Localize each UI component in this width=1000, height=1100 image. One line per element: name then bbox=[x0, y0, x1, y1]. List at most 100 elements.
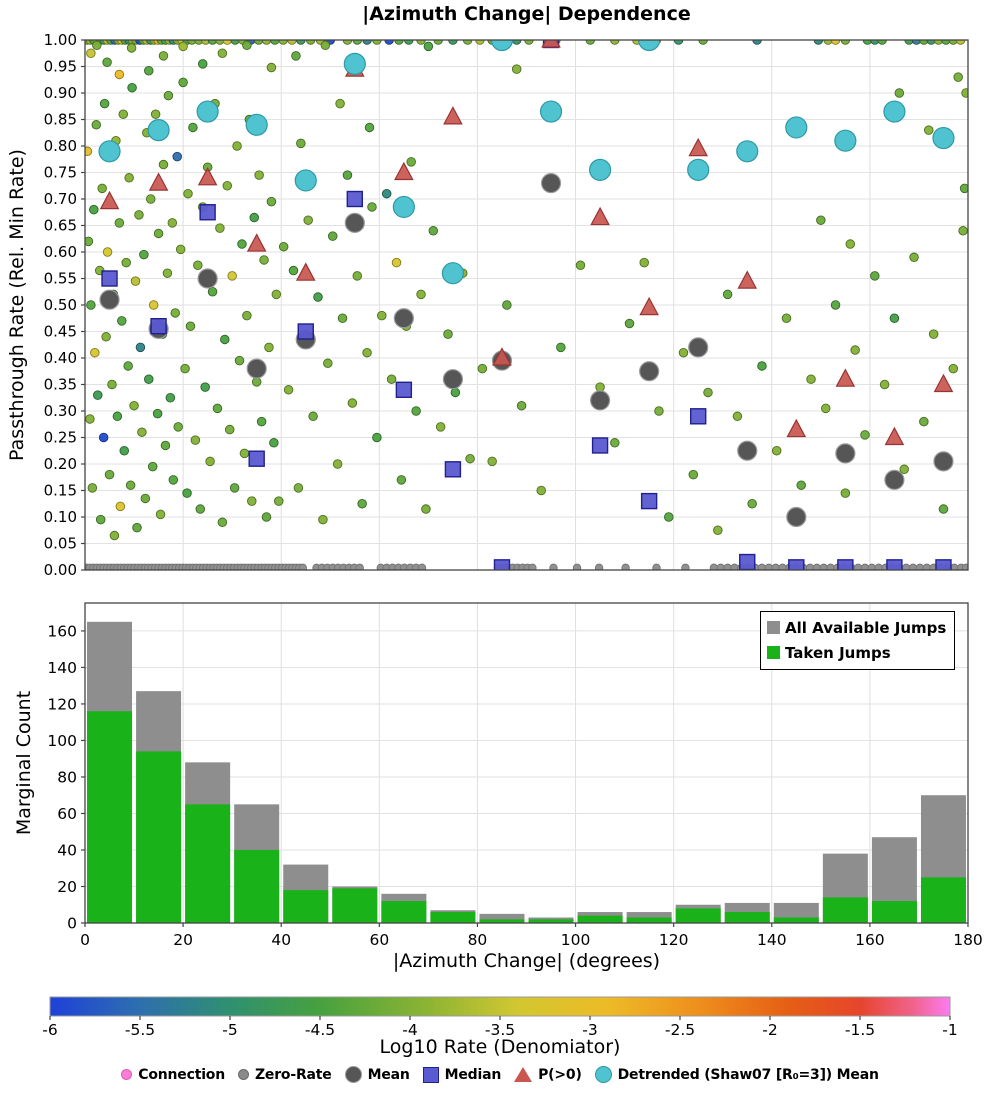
scatter-ylabel: Passthrough Rate (Rel. Min Rate) bbox=[6, 149, 28, 461]
connection-point bbox=[239, 448, 250, 459]
connection-point bbox=[145, 194, 156, 204]
hist-legend-item-taken: Taken Jumps bbox=[767, 640, 946, 665]
median-marker bbox=[591, 437, 609, 454]
median-marker bbox=[101, 270, 118, 287]
mean-marker bbox=[442, 369, 464, 390]
connection-point bbox=[575, 260, 586, 271]
y-tick-label: 0.15 bbox=[44, 482, 77, 500]
connection-point bbox=[85, 146, 93, 157]
y-tick-label: 0.80 bbox=[44, 137, 77, 155]
connection-point bbox=[820, 403, 831, 414]
connection-point bbox=[144, 65, 154, 76]
legend-label: Zero-Rate bbox=[254, 1066, 332, 1083]
connection-point bbox=[147, 461, 158, 472]
detrended-marker bbox=[441, 262, 465, 285]
connection-point bbox=[269, 438, 279, 448]
mean-marker bbox=[393, 308, 414, 329]
y-tick-label: 0.00 bbox=[44, 561, 77, 579]
median-marker bbox=[297, 323, 314, 340]
connection-point bbox=[347, 398, 358, 408]
connection-point bbox=[135, 342, 146, 353]
colorbar-tick-label: -1 bbox=[942, 1021, 957, 1039]
p-gt0-marker bbox=[541, 40, 561, 48]
connection-point bbox=[217, 48, 228, 59]
connection-point bbox=[242, 310, 252, 321]
scatter-grid bbox=[85, 40, 968, 570]
connection-point bbox=[516, 400, 527, 411]
y-tick-label: 80 bbox=[57, 768, 77, 786]
mean-marker bbox=[540, 173, 562, 194]
p-gt0-marker bbox=[99, 190, 120, 210]
connection-point bbox=[193, 260, 203, 271]
connection-point bbox=[610, 438, 620, 448]
connection-point bbox=[465, 453, 475, 464]
connection-point bbox=[411, 406, 421, 416]
p-gt0-marker bbox=[394, 161, 414, 181]
y-tick-label: 0.30 bbox=[44, 402, 77, 420]
connection-point bbox=[205, 456, 215, 467]
detrended-marker bbox=[638, 40, 661, 52]
connection-point bbox=[125, 480, 136, 490]
y-tick-label: 0.75 bbox=[44, 164, 77, 182]
connection-point bbox=[362, 347, 372, 358]
p-gt0-marker bbox=[246, 233, 267, 252]
connection-point bbox=[639, 257, 649, 268]
detrended-marker bbox=[147, 119, 170, 142]
connection-point bbox=[95, 514, 106, 525]
connection-point bbox=[123, 361, 133, 371]
connection-point bbox=[188, 122, 198, 133]
connection-point bbox=[288, 265, 299, 276]
detrended-marker bbox=[245, 113, 268, 136]
connection-point bbox=[220, 334, 230, 345]
connection-point bbox=[118, 109, 129, 119]
connection-point bbox=[197, 59, 208, 69]
connection-point bbox=[165, 393, 176, 403]
connection-point bbox=[163, 90, 174, 101]
connection-dot-icon bbox=[121, 1069, 133, 1080]
zero-rate-point bbox=[572, 563, 582, 571]
connection-point bbox=[688, 469, 699, 480]
median-marker bbox=[248, 450, 265, 467]
x-tick-label: 180 bbox=[953, 931, 983, 949]
detrended-marker bbox=[539, 100, 563, 123]
connection-point bbox=[130, 276, 141, 286]
y-tick-label: 0.90 bbox=[44, 84, 77, 102]
connection-point bbox=[102, 247, 113, 257]
connection-point bbox=[919, 416, 929, 427]
hist-legend-label: All Available Jumps bbox=[785, 618, 947, 637]
connection-point bbox=[367, 202, 377, 212]
mean-marker bbox=[933, 451, 954, 472]
bar-taken bbox=[724, 912, 770, 923]
bar-taken bbox=[773, 917, 819, 923]
connection-point bbox=[274, 496, 284, 506]
connection-point bbox=[264, 342, 274, 353]
bar-taken bbox=[675, 908, 721, 923]
connection-point bbox=[477, 363, 488, 374]
zero-rate-dot-icon bbox=[237, 1069, 249, 1080]
connection-point bbox=[654, 406, 664, 416]
y-tick-label: 0.85 bbox=[44, 111, 77, 129]
mean-marker bbox=[737, 440, 758, 461]
detrended-marker bbox=[196, 100, 219, 123]
connection-point bbox=[416, 289, 426, 300]
connection-point bbox=[249, 212, 259, 223]
connection-point bbox=[178, 77, 188, 88]
connection-point bbox=[153, 228, 164, 239]
connection-point bbox=[139, 249, 149, 260]
connection-point bbox=[86, 48, 96, 59]
connection-point bbox=[757, 361, 767, 371]
bar-taken bbox=[283, 890, 329, 923]
connection-point bbox=[961, 88, 968, 98]
y-tick-label: 0.95 bbox=[44, 58, 77, 76]
connection-point bbox=[160, 440, 171, 451]
connection-point bbox=[104, 469, 115, 480]
connection-point bbox=[278, 241, 289, 252]
connection-point bbox=[162, 268, 173, 278]
detrended-circle-icon bbox=[594, 1066, 612, 1083]
bar-taken bbox=[381, 901, 427, 923]
colorbar-tick-label: -5 bbox=[222, 1021, 237, 1039]
connection-point bbox=[308, 411, 318, 422]
p-gt0-marker bbox=[443, 106, 463, 125]
connection-point bbox=[320, 40, 331, 51]
